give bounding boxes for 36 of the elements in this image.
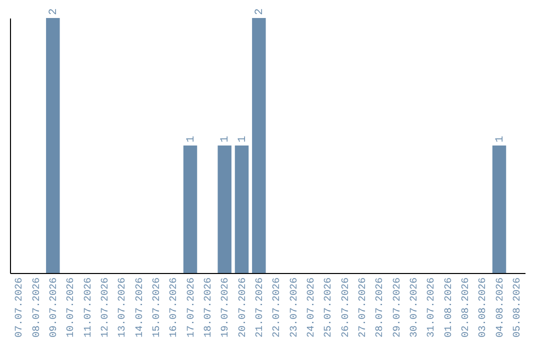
x-tick-label: 12.07.2026 [100, 278, 112, 338]
x-tick-label: 26.07.2026 [340, 278, 352, 338]
data-label: 1 [494, 136, 506, 142]
x-tick-label: 17.07.2026 [186, 278, 198, 338]
data-label: 2 [48, 8, 60, 15]
x-tick-label: 23.07.2026 [289, 278, 300, 338]
x-tick-label: 05.08.2026 [512, 278, 524, 338]
x-tick-label: 03.08.2026 [478, 278, 490, 338]
x-tick-label: 10.07.2026 [66, 278, 78, 338]
x-tick-label: 13.07.2026 [118, 278, 129, 338]
data-label: 1 [220, 136, 232, 142]
x-tick-label: 30.07.2026 [409, 278, 420, 338]
x-tick-label: 24.07.2026 [306, 278, 318, 338]
data-label: 1 [185, 136, 198, 142]
x-tick-label: 15.07.2026 [152, 278, 163, 338]
x-tick-label: 01.08.2026 [444, 278, 455, 338]
x-tick-label: 09.07.2026 [48, 278, 60, 338]
x-tick-label: 07.07.2026 [14, 278, 26, 338]
x-tick-label: 04.08.2026 [495, 278, 506, 338]
x-tick-label: 11.07.2026 [83, 278, 94, 338]
x-tick-label: 19.07.2026 [220, 278, 232, 338]
x-tick-label: 31.07.2026 [426, 278, 438, 338]
x-tick-label: 08.07.2026 [32, 278, 43, 338]
x-tick-label: 25.07.2026 [324, 278, 335, 338]
x-tick-label: 28.07.2026 [375, 278, 386, 338]
x-tick-label: 29.07.2026 [392, 278, 404, 338]
x-tick-label: 14.07.2026 [134, 278, 146, 338]
x-tick-label: 18.07.2026 [203, 278, 214, 338]
x-tick-label: 02.08.2026 [460, 278, 472, 338]
data-label: 2 [254, 8, 266, 15]
x-tick-label: 16.07.2026 [169, 278, 180, 338]
x-tick-label: 20.07.2026 [238, 278, 249, 338]
x-tick-label: 27.07.2026 [358, 278, 369, 338]
x-tick-label: 22.07.2026 [272, 278, 284, 338]
data-label: 1 [236, 136, 249, 142]
x-tick-label: 21.07.2026 [254, 278, 266, 338]
